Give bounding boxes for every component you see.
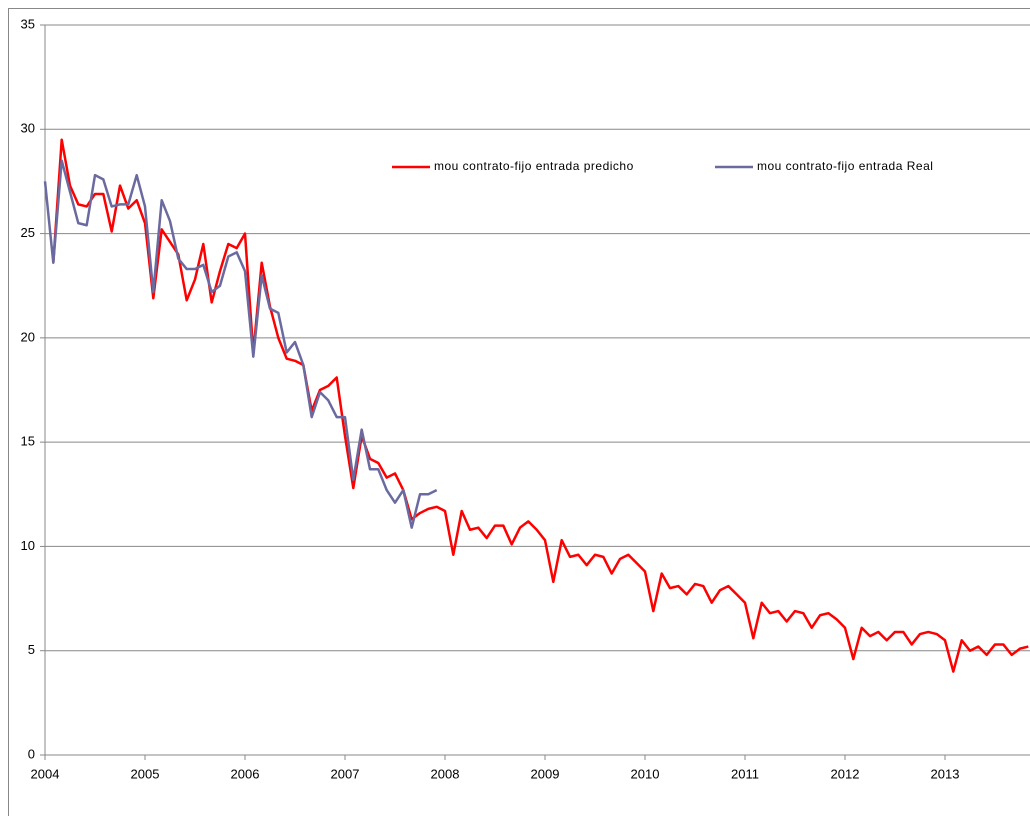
x-tick-label: 2010 [631,766,660,781]
y-tick-label: 0 [28,746,35,761]
legend-label: mou contrato-fijo entrada predicho [434,159,634,173]
x-tick-label: 2012 [831,766,860,781]
y-tick-label: 20 [21,329,35,344]
x-tick-label: 2009 [531,766,560,781]
x-tick-label: 2006 [231,766,260,781]
chart-frame [8,8,1030,816]
x-tick-label: 2008 [431,766,460,781]
y-tick-label: 5 [28,642,35,657]
x-tick-label: 2005 [131,766,160,781]
series-line [43,159,438,529]
y-tick-label: 30 [21,121,35,136]
x-tick-label: 2011 [731,766,759,781]
y-tick-label: 25 [21,225,35,240]
x-tick-label: 2007 [331,766,360,781]
x-tick-label: 2013 [931,766,960,781]
x-tick-label: 2004 [31,766,60,781]
legend-label: mou contrato-fijo entrada Real [757,159,933,173]
y-tick-label: 35 [21,16,35,31]
y-tick-label: 10 [21,538,35,553]
y-tick-label: 15 [21,434,35,449]
series-line [52,138,1029,673]
